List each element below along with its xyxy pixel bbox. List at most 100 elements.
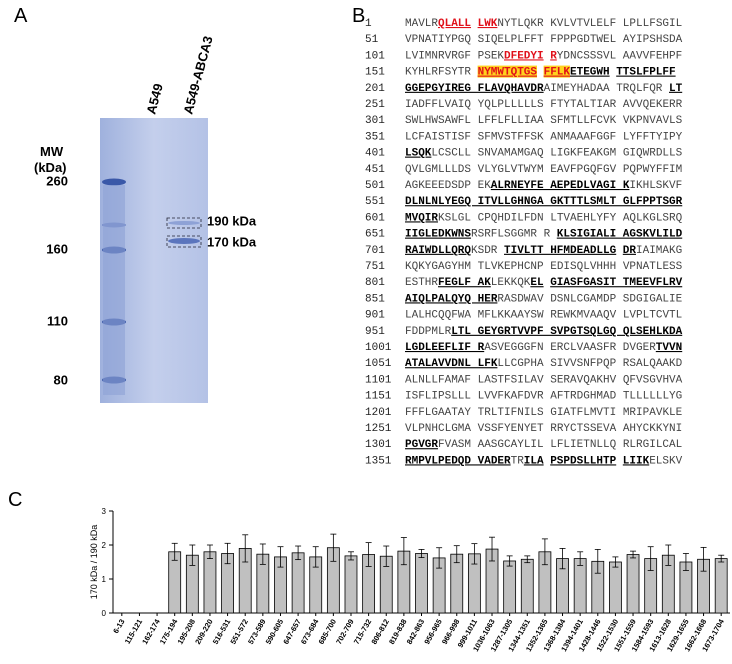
mw-unit: (kDa)	[34, 160, 67, 175]
peptide-segment: DLNLNLYEGQ ITVLLGHNGA GKTTTLSMLT GLFPPTS…	[405, 196, 683, 208]
sequence-segment: RSRFLSGGMR R	[471, 229, 551, 241]
error-bar	[400, 537, 407, 566]
peptide-segment: TTSLFPLFF	[616, 67, 675, 79]
mw-label: MW	[40, 144, 64, 159]
panel-letter: A	[14, 5, 28, 27]
residue-number: 351	[365, 131, 385, 143]
sequence-segment: VPNATIYPGQ SIQELPLFFT FPPPGDTWEL AYIPSHS…	[405, 34, 683, 46]
peptide-segment: PGVGR	[405, 439, 438, 451]
lane-label: A549-ABCA3	[180, 34, 215, 115]
error-bar	[312, 546, 319, 568]
residue-number: 1101	[365, 374, 392, 386]
residue-number: 701	[365, 245, 385, 257]
peptide-segment: AIQLPALQYQ HER	[405, 293, 498, 305]
bar	[168, 551, 182, 614]
lane-label: A549	[143, 82, 166, 116]
error-bar	[171, 542, 178, 561]
error-bar	[365, 542, 372, 567]
bar	[415, 553, 428, 614]
residue-number: 1051	[365, 358, 392, 370]
bar	[573, 558, 587, 614]
residue-number: 1001	[365, 342, 392, 354]
peptide-segment: FFLK	[544, 67, 571, 79]
residue-number: 901	[365, 310, 385, 322]
error-bar	[277, 546, 284, 568]
panel-letter: C	[8, 489, 22, 511]
peptide-segment: PSPDSLLHTP	[550, 455, 616, 467]
error-bar	[242, 534, 249, 563]
peptide-segment: DFEDYI	[504, 50, 544, 62]
sequence-segment: YDNCSSSVL AAVVFEHPF	[557, 50, 682, 62]
peptide-segment: DR	[623, 245, 637, 257]
sequence-segment: SWLHWSAWFL LFFLFLLIAA SFMTLLFCVK VKPNVAV…	[405, 115, 683, 127]
error-bar	[524, 555, 531, 564]
error-bar	[453, 545, 460, 564]
residue-number: 1151	[365, 391, 392, 403]
y-tick-label: 3	[102, 507, 107, 516]
residue-number: 801	[365, 277, 385, 289]
sequence-segment: ALNLLFAMAF LASTFSILAV SERAVQAKHV QFVSGVH…	[405, 374, 683, 386]
peptide-segment: QLALL	[438, 18, 471, 30]
residue-number: 51	[365, 34, 379, 46]
bar	[609, 561, 622, 614]
bar	[203, 551, 217, 614]
peptide-segment: R	[550, 50, 557, 62]
residue-number: 401	[365, 148, 385, 160]
bar	[344, 555, 358, 614]
peptide-segment: LTL GEYGRTVVPF SVPGTSQLGQ QLSEHLKDA	[451, 326, 682, 338]
peptide-segment: RAIWDLLQRQ	[405, 245, 471, 257]
residue-number: 1251	[365, 423, 392, 435]
error-bar	[559, 548, 566, 570]
error-bar	[594, 549, 601, 574]
sequence-segment: KSLGL CPQHDILFDN LTVAEHLYFY AQLKGLSRQ	[438, 212, 683, 224]
peptide-segment: NYMWTQTGS	[478, 67, 538, 79]
peptide-segment: GIASFGASIT TMEEVFLRV	[550, 277, 682, 289]
error-bar	[224, 542, 231, 565]
peptide-segment: ATALAVVDNL LFK	[405, 358, 498, 370]
peptide-segment: LIIK	[623, 455, 650, 467]
error-bar	[630, 550, 637, 559]
error-bar	[471, 543, 478, 565]
error-bar	[682, 553, 689, 571]
error-bar	[489, 536, 496, 562]
residue-number: 651	[365, 229, 385, 241]
error-bar	[541, 538, 548, 566]
residue-number: 751	[365, 261, 385, 273]
error-bar	[259, 543, 266, 565]
bar	[291, 552, 305, 614]
peptide-segment: TVVN	[656, 342, 682, 354]
residue-number: 251	[365, 99, 385, 111]
sequence-segment: ELSKV	[649, 455, 682, 467]
panel-letter: B	[352, 5, 365, 27]
sequence-segment: LEKKQK	[491, 277, 531, 289]
residue-number: 151	[365, 67, 385, 79]
error-bar	[436, 547, 443, 569]
band-label: 190 kDa	[207, 213, 257, 228]
highlight	[543, 65, 570, 78]
y-tick-label: 1	[102, 575, 107, 584]
residue-number: 1351	[365, 455, 392, 467]
error-bar	[418, 549, 425, 558]
residue-number: 1301	[365, 439, 392, 451]
error-bar	[647, 546, 654, 571]
peptide-segment: ETEGWH	[570, 67, 610, 79]
band-boxes	[166, 217, 202, 248]
error-bar	[189, 544, 196, 566]
sequence-segment: FDDPMLR	[405, 326, 452, 338]
peptide-segment: IIGLEDKWNS	[405, 229, 471, 241]
bar	[714, 558, 728, 614]
marker-label: 260	[46, 173, 68, 188]
sequence-segment: FFFLGAATAY TRLTIFNILS GIATFLMVTI MRIPAVK…	[405, 407, 683, 419]
bar	[503, 560, 517, 614]
sequence-segment: LVIMNRVRGF PSEK	[405, 50, 504, 62]
x-tick-label: 6-13	[111, 618, 126, 636]
error-bar	[612, 556, 619, 568]
residue-number: 451	[365, 164, 385, 176]
sequence-segment: TR	[511, 455, 525, 467]
peptide-segment: KLSIGIALI AGSKVLILD	[557, 229, 683, 241]
sequence-segment: LCSCLL SNVAMAMGAQ LIGKFEAKGM GIQWRDLLS	[431, 148, 682, 160]
sequence-segment: ESTHR	[405, 277, 438, 289]
sequence-segment: QVLGMLLLDS VLYGLVTWYM EAVFPGQFGV PQPWYFF…	[405, 164, 682, 176]
highlight	[477, 65, 537, 78]
peptide-segment: FEGLF AK	[438, 277, 491, 289]
